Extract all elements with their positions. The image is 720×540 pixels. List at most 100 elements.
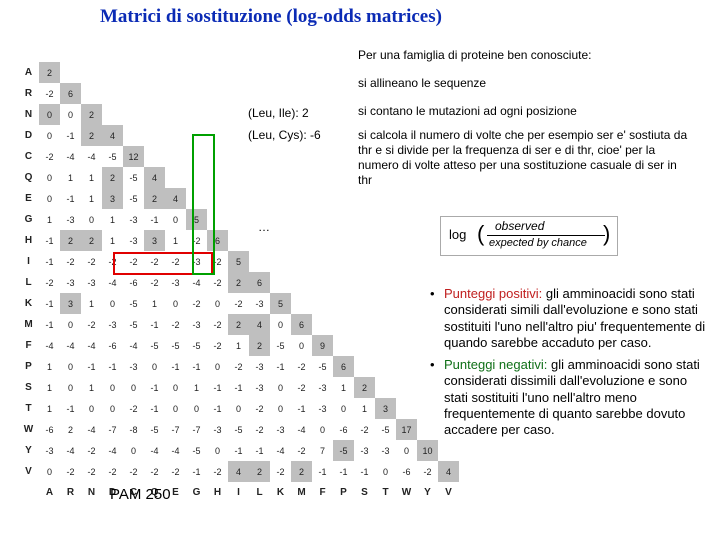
col-label: T bbox=[375, 482, 396, 503]
row-label: P bbox=[18, 356, 39, 377]
matrix-cell bbox=[354, 230, 375, 251]
matrix-cell: 17 bbox=[396, 419, 417, 440]
matrix-cell: 4 bbox=[438, 461, 459, 482]
matrix-cell bbox=[165, 146, 186, 167]
matrix-cell: -6 bbox=[39, 419, 60, 440]
matrix-cell: -4 bbox=[81, 146, 102, 167]
matrix-cell: -2 bbox=[144, 272, 165, 293]
matrix-cell bbox=[270, 251, 291, 272]
matrix-cell: -3 bbox=[123, 356, 144, 377]
col-label: K bbox=[270, 482, 291, 503]
matrix-cell bbox=[375, 335, 396, 356]
matrix-cell: 1 bbox=[39, 356, 60, 377]
matrix-cell: -2 bbox=[60, 461, 81, 482]
matrix-cell bbox=[333, 272, 354, 293]
matrix-cell bbox=[396, 377, 417, 398]
matrix-cell bbox=[207, 62, 228, 83]
matrix-cell: 2 bbox=[102, 167, 123, 188]
matrix-cell bbox=[354, 293, 375, 314]
matrix-cell: -2 bbox=[102, 461, 123, 482]
matrix-cell bbox=[333, 146, 354, 167]
matrix-cell: -2 bbox=[207, 314, 228, 335]
matrix-cell bbox=[291, 230, 312, 251]
matrix-cell bbox=[333, 209, 354, 230]
matrix-cell bbox=[270, 188, 291, 209]
formula-denominator: expected by chance bbox=[489, 237, 587, 249]
matrix-cell: 1 bbox=[102, 230, 123, 251]
matrix-cell bbox=[165, 167, 186, 188]
matrix-cell: 1 bbox=[102, 209, 123, 230]
matrix-cell bbox=[396, 209, 417, 230]
matrix-cell: -1 bbox=[165, 356, 186, 377]
matrix-cell bbox=[270, 272, 291, 293]
matrix-cell: 1 bbox=[354, 398, 375, 419]
matrix-cell: 2 bbox=[291, 461, 312, 482]
matrix-cell: -2 bbox=[39, 272, 60, 293]
matrix-cell: 1 bbox=[186, 377, 207, 398]
matrix-cell bbox=[165, 104, 186, 125]
matrix-cell: -7 bbox=[165, 419, 186, 440]
col-label: M bbox=[291, 482, 312, 503]
matrix-cell: 3 bbox=[144, 230, 165, 251]
matrix-cell bbox=[438, 188, 459, 209]
matrix-cell: -4 bbox=[39, 335, 60, 356]
matrix-cell bbox=[312, 62, 333, 83]
matrix-cell: 2 bbox=[81, 104, 102, 125]
matrix-cell: 9 bbox=[312, 335, 333, 356]
matrix-cell: -1 bbox=[60, 188, 81, 209]
matrix-cell: -5 bbox=[375, 419, 396, 440]
matrix-cell bbox=[270, 83, 291, 104]
matrix-cell: -2 bbox=[81, 461, 102, 482]
matrix-cell: 0 bbox=[60, 104, 81, 125]
matrix-cell: 0 bbox=[375, 461, 396, 482]
matrix-cell: 4 bbox=[102, 125, 123, 146]
matrix-cell bbox=[333, 104, 354, 125]
matrix-cell: -5 bbox=[228, 419, 249, 440]
matrix-cell: -3 bbox=[81, 272, 102, 293]
matrix-cell bbox=[228, 125, 249, 146]
matrix-cell: 0 bbox=[144, 356, 165, 377]
matrix-cell bbox=[291, 209, 312, 230]
matrix-cell: 5 bbox=[270, 293, 291, 314]
matrix-cell: -3 bbox=[354, 440, 375, 461]
matrix-cell: -2 bbox=[207, 335, 228, 356]
matrix-cell: 2 bbox=[81, 125, 102, 146]
matrix-cell: 0 bbox=[186, 398, 207, 419]
matrix-cell: -1 bbox=[186, 461, 207, 482]
col-label: N bbox=[81, 482, 102, 503]
matrix-cell: 0 bbox=[207, 440, 228, 461]
row-label: N bbox=[18, 104, 39, 125]
matrix-cell: -1 bbox=[60, 125, 81, 146]
matrix-cell: -2 bbox=[123, 398, 144, 419]
row-label: D bbox=[18, 125, 39, 146]
matrix-cell: 0 bbox=[270, 398, 291, 419]
matrix-cell: -6 bbox=[333, 419, 354, 440]
matrix-cell bbox=[186, 83, 207, 104]
matrix-cell: -3 bbox=[207, 419, 228, 440]
matrix-cell: -4 bbox=[102, 440, 123, 461]
matrix-cell: -4 bbox=[144, 440, 165, 461]
matrix-cell: -1 bbox=[39, 230, 60, 251]
matrix-cell bbox=[375, 230, 396, 251]
matrix-cell: 1 bbox=[39, 398, 60, 419]
matrix-cell bbox=[396, 230, 417, 251]
matrix-cell: 0 bbox=[81, 398, 102, 419]
matrix-cell: -1 bbox=[333, 461, 354, 482]
matrix-cell bbox=[333, 314, 354, 335]
matrix-cell: -2 bbox=[417, 461, 438, 482]
matrix-cell bbox=[249, 83, 270, 104]
annot-leu-cys: (Leu, Cys): -6 bbox=[248, 128, 321, 142]
matrix-cell: 1 bbox=[39, 377, 60, 398]
matrix-cell bbox=[165, 125, 186, 146]
col-label: I bbox=[228, 482, 249, 503]
matrix-cell: -3 bbox=[249, 356, 270, 377]
matrix-cell: -3 bbox=[249, 377, 270, 398]
matrix-cell bbox=[396, 188, 417, 209]
intro-line-2: si allineano le sequenze bbox=[358, 76, 486, 91]
matrix-cell: 0 bbox=[165, 293, 186, 314]
matrix-cell: 0 bbox=[81, 209, 102, 230]
matrix-cell bbox=[270, 230, 291, 251]
matrix-cell bbox=[333, 293, 354, 314]
col-label: H bbox=[207, 482, 228, 503]
matrix-cell bbox=[333, 188, 354, 209]
